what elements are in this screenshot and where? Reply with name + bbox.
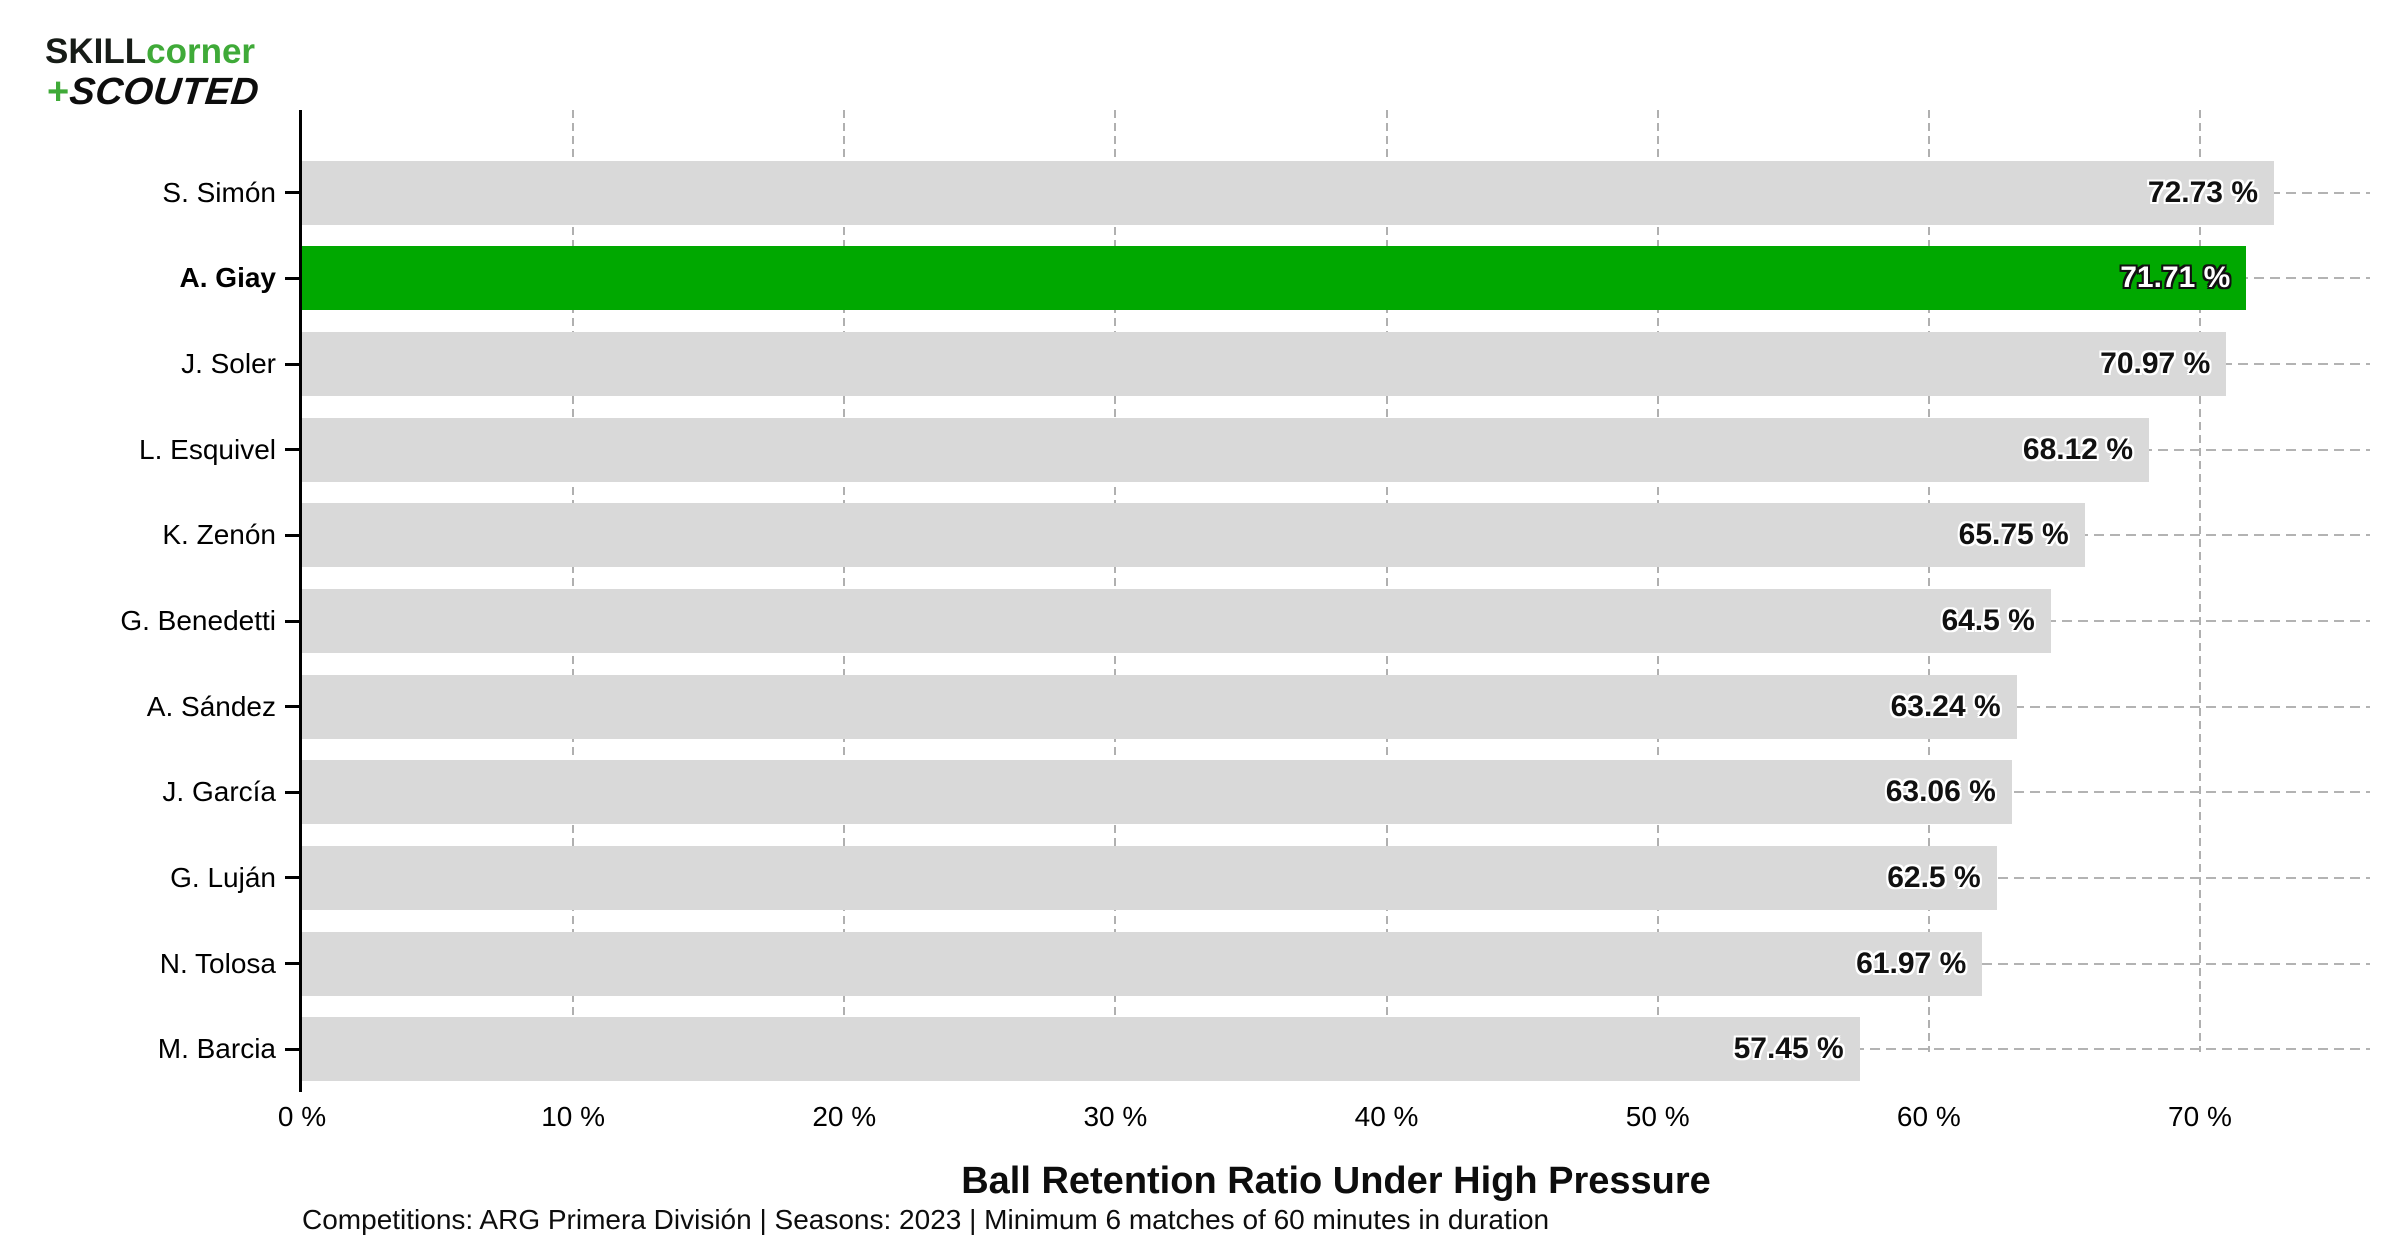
x-tick-label: 10 % (541, 1101, 606, 1132)
player-label: J. García (162, 776, 276, 808)
logo-scouted-text: SCOUTED (67, 71, 262, 113)
player-label: K. Zenón (162, 519, 276, 551)
logo-plus-icon: + (46, 71, 70, 113)
player-label: L. Esquivel (139, 433, 276, 465)
bar: 64.5 % (302, 589, 2051, 654)
v-gridline (2198, 110, 2201, 1052)
chart-footnote: Competitions: ARG Primera División | Sea… (302, 1204, 1550, 1235)
value-label: 71.71 % (2120, 261, 2231, 295)
plot-area: S. Simón 72.73 % A. Giay 71.71 % J. Soler 70.… (120, 110, 2370, 1092)
bar: 57.45 % (302, 1017, 1860, 1082)
v-gridline (1927, 110, 1930, 1052)
player-label: A. Sández (146, 690, 276, 722)
player-label: N. Tolosa (159, 947, 276, 979)
bar: 65.75 % (302, 503, 2085, 568)
logo-corner-text: corner (146, 32, 256, 71)
bar: 68.12 % (302, 417, 2149, 482)
y-tick (285, 876, 299, 880)
player-label: G. Luján (170, 861, 276, 893)
player-label: J. Soler (181, 348, 276, 380)
x-tick-label: 20 % (812, 1101, 877, 1132)
y-tick (285, 962, 299, 966)
v-gridline (572, 110, 575, 1052)
logo-scouted: +SCOUTED (45, 71, 262, 113)
player-label: G. Benedetti (120, 605, 276, 637)
skillcorner-scouted-logo: SKILLcorner +SCOUTED (45, 34, 261, 113)
y-tick (285, 790, 299, 794)
y-tick (285, 191, 299, 195)
y-tick (285, 362, 299, 366)
bar: 63.06 % (302, 760, 2012, 825)
x-tick-label: 50 % (1625, 1101, 1690, 1132)
v-gridline (1656, 110, 1659, 1052)
x-tick-label: 40 % (1354, 1101, 1419, 1132)
logo-skillcorner: SKILLcorner (45, 34, 257, 69)
x-axis-title: Ball Retention Ratio Under High Pressure (961, 1160, 1711, 1202)
value-label: 63.06 % (1885, 775, 1996, 809)
x-tick-label: 0 % (277, 1101, 327, 1132)
bar: 62.5 % (302, 845, 1997, 910)
value-label: 64.5 % (1941, 604, 2035, 638)
value-label: 68.12 % (2022, 432, 2133, 466)
v-gridline (1385, 110, 1388, 1052)
bar: 70.97 % (302, 332, 2227, 397)
bar: 61.97 % (302, 931, 1983, 996)
bar: 63.24 % (302, 674, 2017, 739)
v-gridline (843, 110, 846, 1052)
value-label: 57.45 % (1733, 1032, 1844, 1066)
x-tick-label: 60 % (1896, 1101, 1961, 1132)
y-tick (285, 533, 299, 537)
value-label: 65.75 % (1958, 518, 2069, 552)
value-label: 70.97 % (2100, 347, 2211, 381)
value-label: 62.5 % (1887, 860, 1981, 894)
v-gridline (1114, 110, 1117, 1052)
player-label: A. Giay (179, 262, 276, 294)
y-axis-line (299, 110, 302, 1092)
logo-skill-text: SKILL (45, 32, 147, 71)
value-label: 72.73 % (2147, 175, 2258, 209)
bar: 72.73 % (302, 160, 2274, 225)
x-tick-label: 70 % (2168, 1101, 2232, 1132)
x-tick-label: 30 % (1083, 1101, 1148, 1132)
player-label: S. Simón (162, 176, 276, 208)
value-label: 61.97 % (1856, 946, 1967, 980)
y-tick (285, 448, 299, 452)
y-tick (285, 619, 299, 623)
bar-highlight: 71.71 % (302, 246, 2247, 311)
y-tick (285, 276, 299, 280)
player-label: M. Barcia (157, 1033, 276, 1065)
y-tick (285, 1047, 299, 1051)
value-label: 63.24 % (1890, 689, 2001, 723)
y-tick (285, 705, 299, 709)
